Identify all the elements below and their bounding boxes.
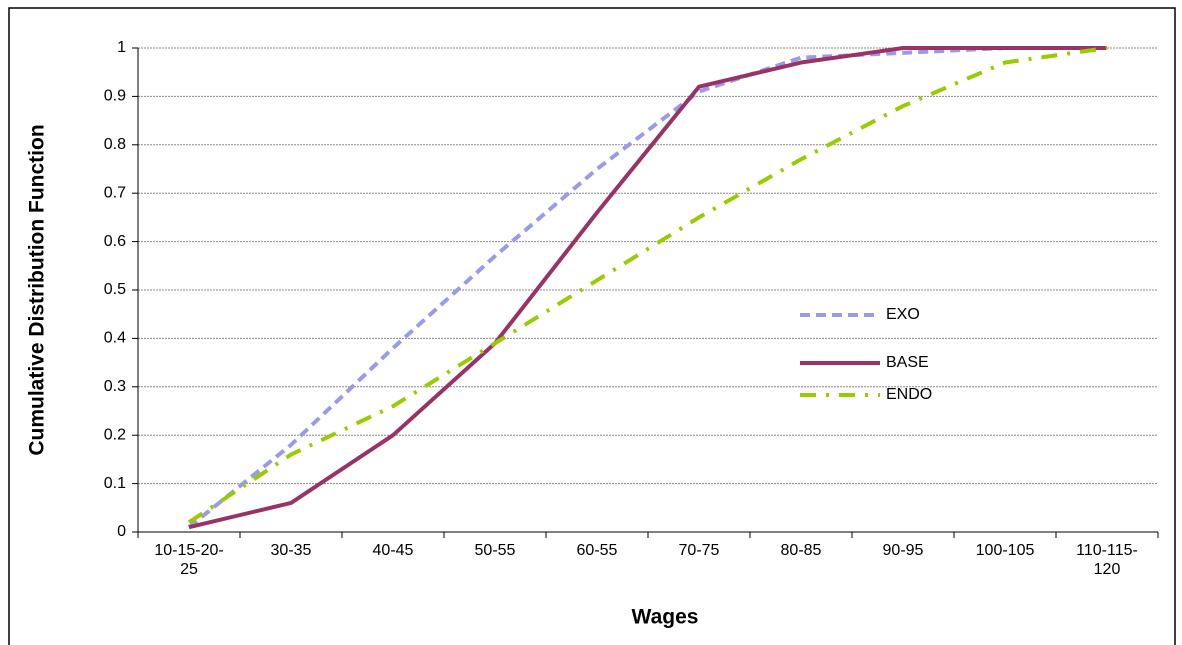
chart-border [8, 7, 1176, 645]
x-tick-label: 50-55 [474, 542, 516, 559]
y-tick-label: 0.3 [104, 378, 126, 395]
y-tick-label: 0.1 [104, 475, 126, 492]
x-tick-label: 110-115-120 [1076, 542, 1138, 578]
y-axis-title: Cumulative Distribution Function [26, 124, 49, 455]
x-tick-label: 10-15-20-25 [154, 542, 224, 578]
y-tick-label: 0.2 [104, 426, 126, 443]
y-tick-label: 1 [117, 39, 126, 56]
y-tick-label: 0.9 [104, 88, 126, 105]
x-axis-title: Wages [632, 606, 699, 629]
x-tick-label: 90-95 [882, 542, 924, 559]
x-tick-label: 40-45 [372, 542, 414, 559]
data-line [187, 46, 1107, 529]
data-line [187, 46, 1108, 524]
x-tick-label: 60-55 [576, 542, 618, 559]
x-tick-label: 100-105 [975, 542, 1035, 559]
y-tick-label: 0.8 [104, 136, 126, 153]
legend-label: ENDO [886, 386, 932, 403]
y-tick-label: 0.7 [104, 184, 126, 201]
x-tick-label: 70-75 [678, 542, 720, 559]
x-tick-label: 80-85 [780, 542, 822, 559]
y-tick-label: 0.5 [104, 281, 126, 298]
legend-label: BASE [886, 354, 929, 371]
y-tick-label: 0.6 [104, 233, 126, 250]
y-tick-label: 0 [117, 523, 126, 540]
legend-label: EXO [886, 306, 920, 323]
data-line [188, 46, 1107, 530]
y-tick-label: 0.4 [104, 330, 126, 347]
x-tick-label: 30-35 [270, 542, 312, 559]
